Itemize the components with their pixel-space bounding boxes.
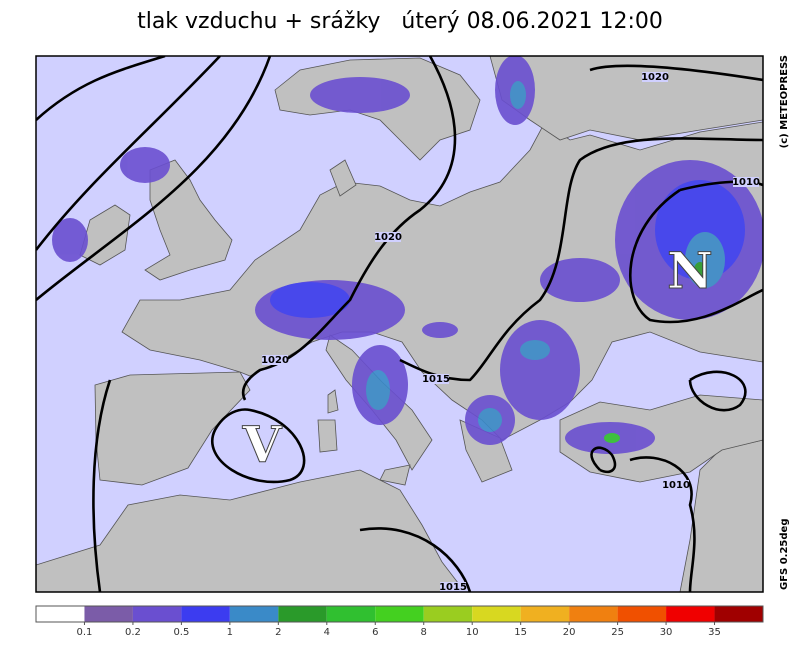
colorbar-segment <box>666 606 715 622</box>
model-label: GFS 0.25deg <box>779 519 790 591</box>
copyright: (c) METEOPRESS <box>779 55 790 148</box>
colorbar-label: 4 <box>324 627 330 638</box>
colorbar-segment <box>472 606 521 622</box>
colorbar-segment <box>714 606 763 622</box>
colorbar-segment <box>617 606 667 622</box>
isobar-label: 1015 <box>439 582 467 593</box>
colorbar-label: 1 <box>227 627 233 638</box>
colorbar-label: 6 <box>372 627 378 638</box>
colorbar-segment <box>520 606 570 622</box>
colorbar-label: 8 <box>421 627 427 638</box>
isobar-label: 1010 <box>732 177 760 188</box>
isobar-label-bg <box>423 374 449 384</box>
colorbar-label: 0.5 <box>173 627 189 638</box>
isobar-label: 1020 <box>261 355 289 366</box>
isobar-label-bg <box>663 480 689 490</box>
colorbar-label: 2 <box>275 627 281 638</box>
colorbar-segment <box>375 606 424 622</box>
colorbar-label: 0.2 <box>125 627 141 638</box>
isobar-label-bg <box>375 232 401 242</box>
colorbar: 0.1 0.2 0.5 1 2 4 6 8 10 15 20 25 30 35 <box>35 605 764 638</box>
isobar-label-bg <box>262 355 288 365</box>
precipitation <box>52 56 763 454</box>
colorbar-segment <box>278 606 327 622</box>
map-frame <box>35 55 764 593</box>
isobar-label: 1015 <box>422 374 450 385</box>
colorbar-label: 30 <box>660 627 673 638</box>
colorbar-label: 35 <box>708 627 721 638</box>
colorbar-segment <box>326 606 376 622</box>
isobar-label-bg <box>733 177 759 187</box>
colorbar-label: 25 <box>611 627 624 638</box>
isobar-label-bg <box>642 72 668 82</box>
low-pressure-letter: V <box>242 415 283 474</box>
isobar-labels: 1020 1020 1020 1015 1015 1010 1010 <box>261 72 760 593</box>
colorbar-segment <box>36 606 85 622</box>
high-pressure-letter: N <box>667 241 713 300</box>
colorbar-label: 0.1 <box>77 627 93 638</box>
colorbar-segment <box>132 606 182 622</box>
colorbar-label: 10 <box>466 627 479 638</box>
colorbar-label: 20 <box>563 627 576 638</box>
colorbar-segment <box>181 606 230 622</box>
colorbar-segment <box>423 606 473 622</box>
isobar-label-bg <box>440 582 466 592</box>
isobar-label: 1020 <box>374 232 402 243</box>
colorbar-segment <box>229 606 279 622</box>
colorbar-frame <box>35 605 764 623</box>
colorbar-segment <box>84 606 133 622</box>
colorbar-segment <box>569 606 618 622</box>
isobar-label: 1020 <box>641 72 669 83</box>
isobar-label: 1010 <box>662 480 690 491</box>
colorbar-label: 15 <box>514 627 527 638</box>
map-area: N V 1020 1020 1020 1015 1015 1010 1010 <box>36 56 763 593</box>
title: tlak vzduchu + srážky úterý 08.06.2021 1… <box>137 9 663 34</box>
isobars <box>36 56 763 592</box>
